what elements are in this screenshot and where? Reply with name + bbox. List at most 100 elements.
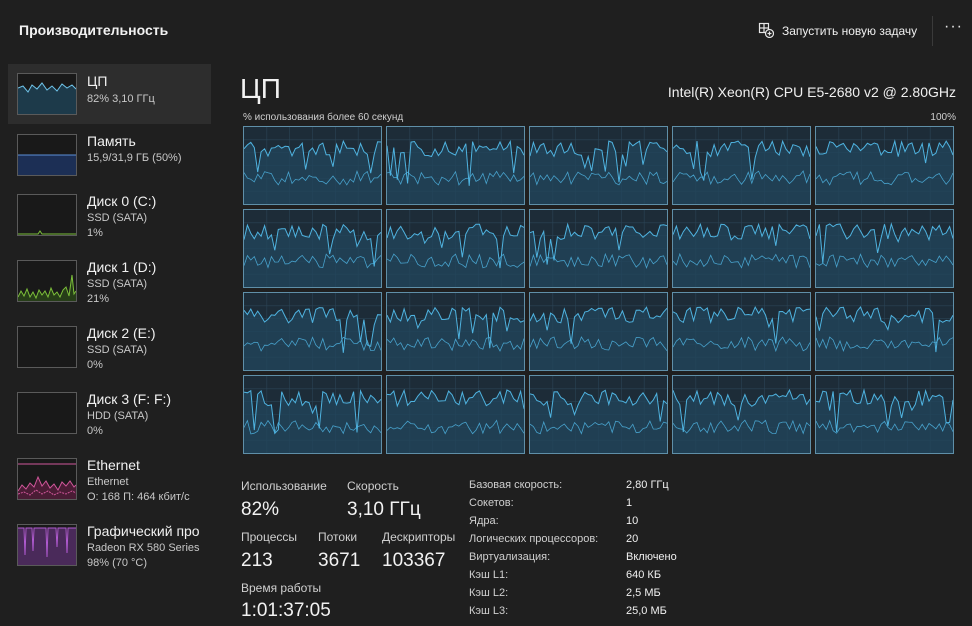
spec-label: Кэш L1: (469, 569, 509, 581)
sidebar-item-detail: Radeon RX 580 Series (87, 542, 200, 554)
spec-label: Кэш L3: (469, 605, 509, 617)
logical-processor-graph (672, 292, 811, 371)
disk-2-thumbnail-graph (17, 326, 77, 368)
logical-processor-graph (243, 292, 382, 371)
cpu-model-name: Intel(R) Xeon(R) CPU E5-2680 v2 @ 2.80GH… (667, 84, 956, 100)
cpu-detail-panel: ЦП Intel(R) Xeon(R) CPU E5-2680 v2 @ 2.8… (216, 60, 972, 626)
sidebar-item-label: Диск 3 (F: F:) (87, 391, 172, 407)
logical-processor-graph (386, 375, 525, 454)
sidebar-item-value: 0% (87, 359, 103, 371)
logical-processor-graph (386, 292, 525, 371)
logical-processor-graph (243, 126, 382, 205)
cpu-thumbnail-graph (17, 73, 77, 115)
sidebar-item-value: О: 168 П: 464 кбит/с (87, 491, 190, 503)
threads-value: 3671 (318, 550, 361, 571)
spec-label: Логических процессоров: (469, 533, 599, 545)
logical-processor-graph (672, 126, 811, 205)
run-task-label: Запустить новую задачу (782, 24, 918, 38)
spec-label: Ядра: (469, 515, 499, 527)
logical-processor-graph (243, 209, 382, 288)
handles-value: 103367 (382, 550, 446, 571)
logical-processor-graph (243, 375, 382, 454)
processes-value: 213 (241, 550, 273, 571)
spec-label: Сокетов: (469, 497, 514, 509)
logical-processor-graph (672, 209, 811, 288)
spec-value: 2,5 МБ (626, 587, 661, 599)
sidebar-item-detail: 82% 3,10 ГГц (87, 93, 155, 105)
sidebar-item-detail: SSD (SATA) (87, 278, 148, 290)
sidebar-item-label: Диск 2 (E:) (87, 325, 156, 341)
spec-value: Включено (626, 551, 677, 563)
spec-value: 10 (626, 515, 639, 527)
sidebar-item-value: 98% (70 °C) (87, 557, 148, 569)
page-title: Производительность (19, 22, 169, 38)
cpu-title: ЦП (240, 73, 281, 104)
disk-1-thumbnail-graph (17, 260, 77, 302)
sidebar-item-disk-3[interactable]: Диск 3 (F: F:) HDD (SATA) 0% (8, 388, 211, 448)
sidebar-item-label: ЦП (87, 73, 108, 89)
usage-label: Использование (241, 479, 327, 493)
speed-value: 3,10 ГГц (347, 499, 421, 520)
utilization-caption: % использования более 60 секунд (243, 112, 404, 123)
top-bar: Производительность Запустить новую задач… (0, 0, 972, 60)
sidebar-item-gpu[interactable]: Графический про Radeon RX 580 Series 98%… (8, 520, 211, 580)
sidebar-item-detail: HDD (SATA) (87, 410, 149, 422)
run-new-task-button[interactable]: Запустить новую задачу (758, 20, 917, 42)
sidebar-item-cpu[interactable]: ЦП 82% 3,10 ГГц (8, 64, 211, 124)
sidebar-item-value: 0% (87, 425, 103, 437)
logical-processor-graph (815, 375, 954, 454)
spec-value: 25,0 МБ (626, 605, 667, 617)
logical-processor-graph (529, 209, 668, 288)
usage-value: 82% (241, 499, 280, 520)
spec-label: Кэш L2: (469, 587, 509, 599)
sidebar-item-disk-0[interactable]: Диск 0 (C:) SSD (SATA) 1% (8, 190, 211, 250)
sidebar-item-label: Память (87, 133, 136, 149)
disk-3-thumbnail-graph (17, 392, 77, 434)
sidebar-item-detail: Ethernet (87, 476, 129, 488)
uptime-value: 1:01:37:05 (241, 600, 331, 621)
logical-processor-graph (815, 292, 954, 371)
more-options-icon[interactable]: ··· (944, 18, 963, 35)
sidebar-item-memory[interactable]: Память 15,9/31,9 ГБ (50%) (8, 130, 211, 190)
sidebar-item-label: Графический про (87, 523, 200, 539)
sidebar-item-detail: 15,9/31,9 ГБ (50%) (87, 152, 182, 164)
spec-label: Виртуализация: (469, 551, 551, 563)
logical-processor-graph (386, 209, 525, 288)
uptime-label: Время работы (241, 581, 322, 595)
sidebar-item-value: 21% (87, 293, 110, 305)
memory-thumbnail-graph (17, 134, 77, 176)
processes-label: Процессы (241, 530, 298, 544)
threads-label: Потоки (318, 530, 358, 544)
ethernet-thumbnail-graph (17, 458, 77, 500)
sidebar-item-detail: SSD (SATA) (87, 344, 148, 356)
spec-value: 20 (626, 533, 639, 545)
speed-label: Скорость (347, 479, 399, 493)
disk-0-thumbnail-graph (17, 194, 77, 236)
logical-processor-graph (529, 375, 668, 454)
logical-processor-graph (815, 209, 954, 288)
sidebar-item-detail: SSD (SATA) (87, 212, 148, 224)
logical-processor-graph (529, 292, 668, 371)
sidebar-item-label: Диск 0 (C:) (87, 193, 157, 209)
logical-processor-grid[interactable] (243, 126, 956, 454)
logical-processor-graph (386, 126, 525, 205)
spec-label: Базовая скорость: (469, 479, 563, 491)
sidebar: ЦП 82% 3,10 ГГц Память 15,9/31,9 ГБ (50%… (0, 60, 216, 626)
sidebar-item-ethernet[interactable]: Ethernet Ethernet О: 168 П: 464 кбит/с (8, 454, 211, 514)
logical-processor-graph (529, 126, 668, 205)
sidebar-item-label: Диск 1 (D:) (87, 259, 157, 275)
gpu-thumbnail-graph (17, 524, 77, 566)
sidebar-item-label: Ethernet (87, 457, 140, 473)
sidebar-item-disk-2[interactable]: Диск 2 (E:) SSD (SATA) 0% (8, 322, 211, 382)
spec-value: 1 (626, 497, 633, 509)
run-task-icon (758, 22, 782, 41)
handles-label: Дескрипторы (382, 530, 456, 544)
sidebar-item-disk-1[interactable]: Диск 1 (D:) SSD (SATA) 21% (8, 256, 211, 316)
logical-processor-graph (815, 126, 954, 205)
logical-processor-graph (672, 375, 811, 454)
sidebar-item-value: 1% (87, 227, 103, 239)
spec-value: 2,80 ГГц (626, 479, 669, 491)
utilization-max: 100% (930, 112, 956, 123)
spec-value: 640 КБ (626, 569, 662, 581)
toolbar-divider (932, 16, 933, 46)
